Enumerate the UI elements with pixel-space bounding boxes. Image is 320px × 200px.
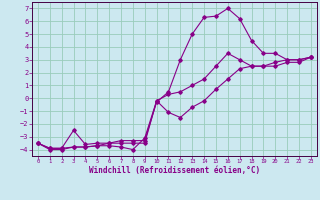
- X-axis label: Windchill (Refroidissement éolien,°C): Windchill (Refroidissement éolien,°C): [89, 166, 260, 175]
